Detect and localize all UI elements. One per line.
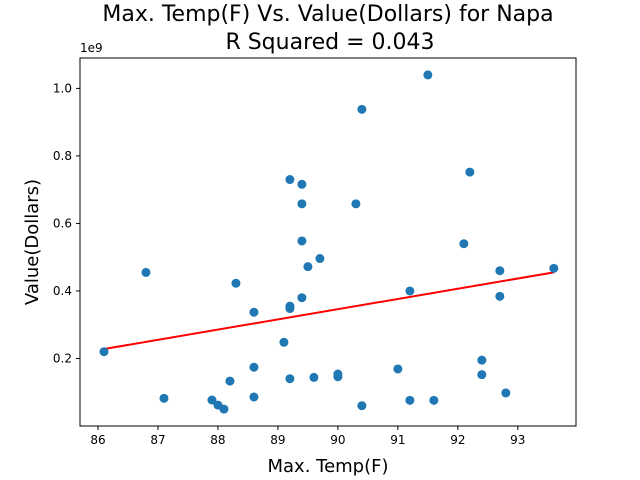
- data-point: [297, 236, 307, 246]
- data-point: [315, 254, 325, 264]
- x-axis-label: Max. Temp(F): [267, 456, 388, 477]
- data-point: [285, 301, 295, 311]
- x-tick-label: 87: [150, 433, 165, 447]
- x-tick-label: 91: [390, 433, 405, 447]
- data-point: [297, 199, 307, 209]
- data-point: [279, 337, 289, 347]
- data-point: [207, 395, 217, 405]
- data-point: [351, 199, 361, 209]
- data-point: [141, 267, 151, 277]
- data-point: [477, 355, 487, 365]
- data-point: [429, 395, 439, 405]
- data-point: [465, 167, 475, 177]
- data-point: [405, 286, 415, 296]
- data-point: [423, 70, 433, 80]
- data-point: [495, 291, 505, 301]
- y-tick-label: 0.6: [53, 216, 72, 230]
- x-tick-label: 89: [270, 433, 285, 447]
- x-tick-label: 90: [330, 433, 345, 447]
- chart-subtitle: R Squared = 0.043: [225, 30, 434, 55]
- y-tick-label: 0.4: [53, 284, 72, 298]
- x-tick-label: 86: [90, 433, 105, 447]
- data-point: [393, 364, 403, 374]
- data-point: [303, 262, 313, 272]
- regression-line: [103, 271, 554, 351]
- y-tick-label: 0.2: [53, 351, 72, 365]
- data-point: [285, 175, 295, 185]
- data-point: [297, 293, 307, 303]
- y-tick-label: 1.0: [53, 81, 72, 95]
- data-point: [297, 179, 307, 189]
- data-point: [219, 404, 229, 414]
- data-point: [333, 369, 343, 379]
- data-point: [477, 370, 487, 380]
- x-tick-label: 88: [210, 433, 225, 447]
- data-point: [501, 388, 511, 398]
- data-point: [405, 395, 415, 405]
- data-point: [231, 278, 241, 288]
- y-tick-label: 0.8: [53, 149, 72, 163]
- data-point: [225, 376, 235, 386]
- y-offset-label: 1e9: [80, 41, 103, 55]
- plot-area: [99, 70, 559, 414]
- data-point: [249, 362, 259, 372]
- data-point: [99, 347, 109, 357]
- data-point: [495, 266, 505, 276]
- data-point: [159, 393, 169, 403]
- plot-frame: [79, 57, 577, 427]
- data-point: [249, 392, 259, 402]
- data-point: [285, 374, 295, 384]
- data-point: [357, 401, 367, 411]
- data-point: [309, 372, 319, 382]
- data-point: [249, 307, 259, 317]
- data-point: [549, 263, 559, 273]
- x-tick-label: 92: [450, 433, 465, 447]
- y-axis-label: Value(Dollars): [22, 179, 43, 305]
- x-tick-label: 93: [510, 433, 525, 447]
- chart-title: Max. Temp(F) Vs. Value(Dollars) for Napa: [102, 2, 553, 27]
- data-point: [357, 104, 367, 114]
- data-point: [459, 239, 469, 249]
